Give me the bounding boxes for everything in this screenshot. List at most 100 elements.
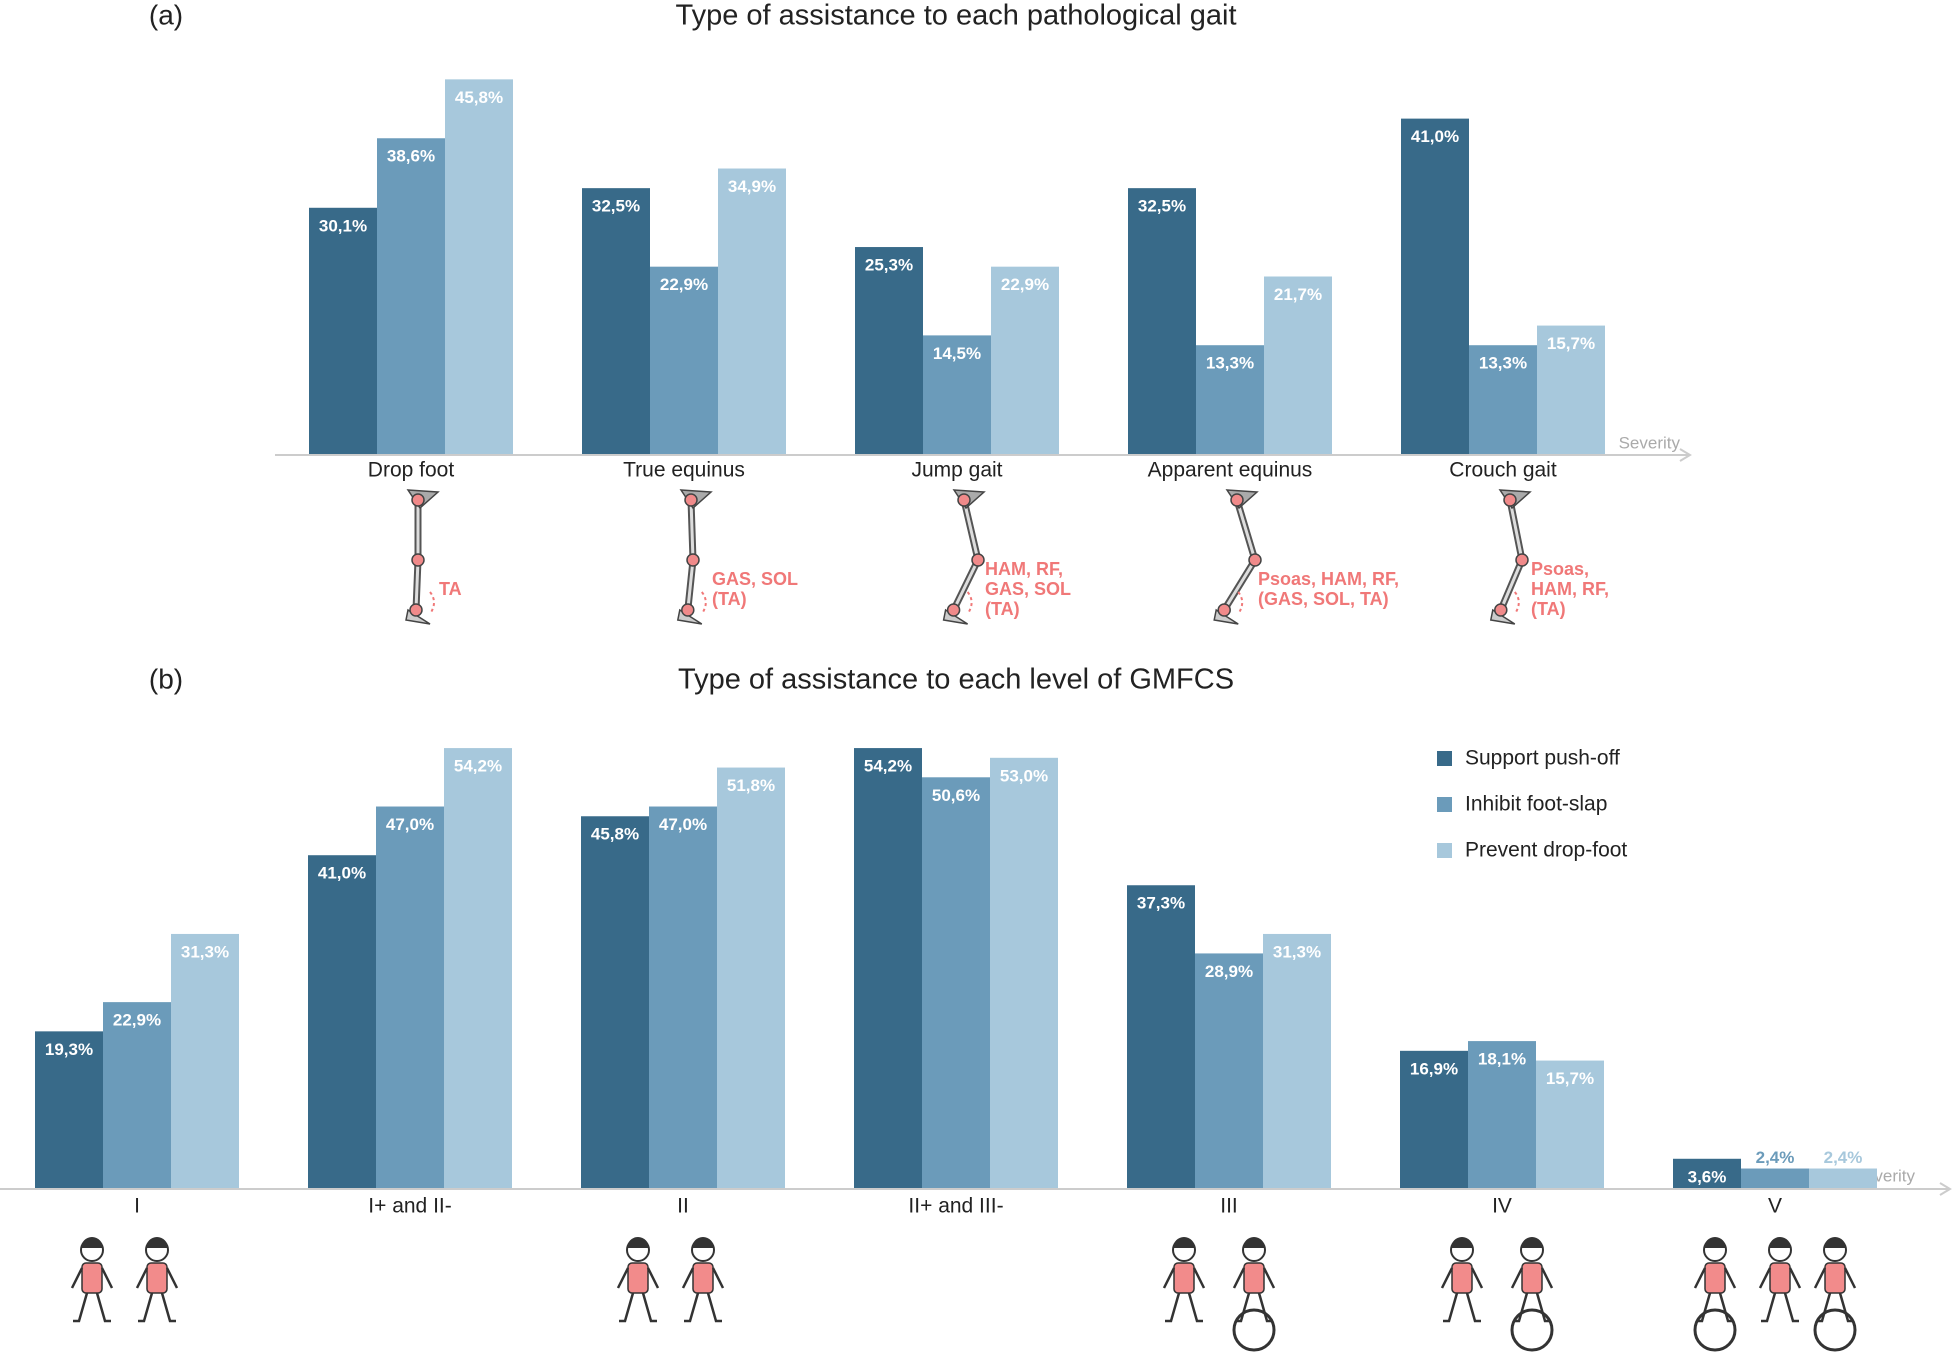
legend-label: Inhibit foot-slap <box>1465 793 1607 816</box>
bar <box>1537 325 1605 454</box>
joint <box>946 603 961 617</box>
person-illustration <box>1510 1237 1554 1323</box>
axis-label: Severity <box>1619 433 1681 452</box>
value-label: 45,8% <box>455 88 503 107</box>
x-tick-label: IV <box>1492 1195 1512 1218</box>
wheelchair-wheel <box>1693 1308 1737 1352</box>
limbs <box>1440 1267 1484 1323</box>
muscle-label: GAS, SOL <box>985 579 1071 599</box>
person-illustration <box>70 1237 114 1323</box>
value-label: 54,2% <box>454 757 502 776</box>
leg-illustration <box>942 489 986 625</box>
muscle-label: Psoas, <box>1531 559 1589 579</box>
leg-illustration <box>405 489 440 625</box>
value-label: 45,8% <box>591 825 639 844</box>
muscle-arrow <box>1237 591 1244 615</box>
legend-label: Support push-off <box>1465 747 1620 770</box>
axis-arrow <box>1679 448 1692 462</box>
value-label: 2,4% <box>1756 1148 1795 1167</box>
x-tick-label: I <box>134 1195 140 1218</box>
leg-illustration <box>1489 489 1532 625</box>
value-label: 51,8% <box>727 776 775 795</box>
value-label: 32,5% <box>592 197 640 216</box>
x-tick-label: I+ and II- <box>368 1195 451 1218</box>
hair <box>1243 1237 1265 1248</box>
value-label: 14,5% <box>933 344 981 363</box>
value-label: 31,3% <box>1273 942 1321 961</box>
value-label: 13,3% <box>1206 354 1254 373</box>
bar <box>649 806 717 1188</box>
bar <box>1809 1168 1877 1188</box>
value-label: 50,6% <box>932 786 980 805</box>
leg-illustration <box>1213 489 1262 625</box>
value-label: 41,0% <box>318 864 366 883</box>
limbs <box>681 1267 725 1323</box>
limbs <box>1510 1267 1554 1323</box>
bar <box>581 816 649 1188</box>
bar <box>923 335 991 454</box>
hair <box>1451 1237 1473 1248</box>
muscle-label: Psoas, HAM, RF, <box>1258 569 1399 589</box>
value-label: 37,3% <box>1137 894 1185 913</box>
joint <box>1230 493 1244 507</box>
legend-label: Prevent drop-foot <box>1465 839 1627 862</box>
x-tick-label: V <box>1768 1195 1782 1218</box>
value-label: 15,7% <box>1547 334 1595 353</box>
muscle-arrow <box>966 591 973 615</box>
value-label: 18,1% <box>1478 1050 1526 1069</box>
hair <box>146 1237 168 1248</box>
joint <box>686 553 700 567</box>
hair <box>1521 1237 1543 1248</box>
bar <box>103 1002 171 1188</box>
bar <box>1195 953 1263 1188</box>
muscle-label: (TA) <box>1531 599 1566 619</box>
value-label: 16,9% <box>1410 1059 1458 1078</box>
joint <box>1248 553 1262 567</box>
torso <box>1521 1262 1543 1294</box>
torso <box>692 1262 714 1294</box>
bar <box>445 79 513 454</box>
value-label: 54,2% <box>864 757 912 776</box>
bar <box>1196 345 1264 454</box>
muscle-label: (TA) <box>712 589 747 609</box>
joint <box>1503 493 1517 507</box>
value-label: 19,3% <box>45 1040 93 1059</box>
joint <box>971 553 985 567</box>
joint <box>684 493 698 507</box>
legend-swatch <box>1437 843 1452 858</box>
limbs <box>1813 1267 1857 1323</box>
bar <box>717 767 785 1188</box>
joint <box>1494 603 1508 617</box>
bar <box>1741 1168 1809 1188</box>
person-illustration <box>135 1237 179 1323</box>
person-illustration <box>1758 1237 1802 1323</box>
bar <box>308 855 376 1188</box>
value-label: 22,9% <box>113 1011 161 1030</box>
muscle-arrow <box>700 591 707 615</box>
limbs <box>70 1267 114 1323</box>
person-illustration <box>1813 1237 1857 1323</box>
bar <box>718 168 786 454</box>
value-label: 34,9% <box>728 177 776 196</box>
value-label: 28,9% <box>1205 962 1253 981</box>
hair <box>1704 1237 1726 1248</box>
torso <box>627 1262 649 1294</box>
person-illustration <box>1162 1237 1206 1323</box>
torso <box>1769 1262 1791 1294</box>
hair <box>627 1237 649 1248</box>
axis-arrow <box>1939 1182 1952 1196</box>
value-label: 30,1% <box>319 216 367 235</box>
panel-label: (b) <box>149 663 183 694</box>
muscle-label: TA <box>439 579 462 599</box>
bar <box>855 247 923 454</box>
bar <box>1469 345 1537 454</box>
value-label: 13,3% <box>1479 354 1527 373</box>
bar <box>990 757 1058 1188</box>
legend-swatch <box>1437 797 1452 812</box>
limbs <box>135 1267 179 1323</box>
bar <box>991 266 1059 454</box>
bar <box>171 933 239 1188</box>
limbs <box>1232 1267 1276 1323</box>
